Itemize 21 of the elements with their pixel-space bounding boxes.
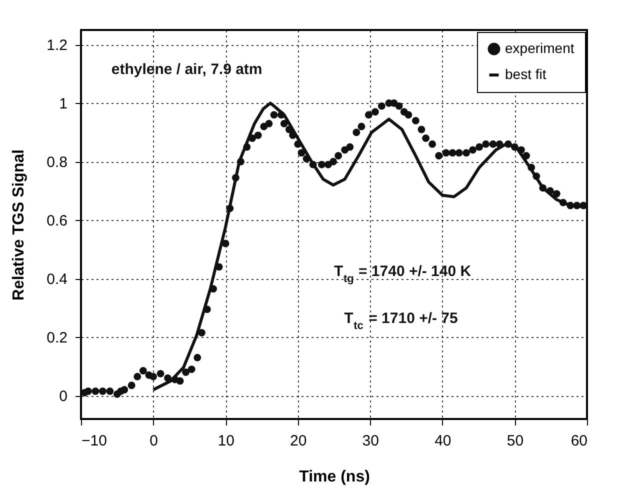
legend-label: experiment: [505, 40, 574, 56]
y-tick-label: 0: [59, 388, 68, 406]
legend-label: best fit: [505, 66, 546, 82]
x-axis-title: Time (ns): [299, 468, 370, 486]
y-tick-label: 0.2: [46, 330, 68, 347]
y-tick-label: 1: [59, 96, 68, 113]
x-tick-label: 40: [434, 432, 452, 450]
y-tick-label: 0.8: [46, 154, 68, 172]
x-tick-label: 50: [506, 432, 524, 450]
y-axis-title: Relative TGS Signal: [10, 149, 28, 301]
y-tick-label: 0.4: [46, 271, 68, 288]
line-series: [152, 102, 588, 392]
y-tick-label: 1.2: [46, 37, 68, 54]
annotation: ethylene / air, 7.9 atm: [111, 60, 262, 78]
y-tick-label: 0.6: [46, 212, 68, 230]
x-tick-label: 10: [218, 432, 234, 450]
x-tick-label: 60: [570, 432, 588, 450]
x-tick-label: 0: [150, 432, 158, 450]
x-tick-label: −10: [82, 432, 107, 450]
x-tick-label: 20: [290, 432, 307, 450]
x-tick-label: 30: [362, 432, 379, 450]
